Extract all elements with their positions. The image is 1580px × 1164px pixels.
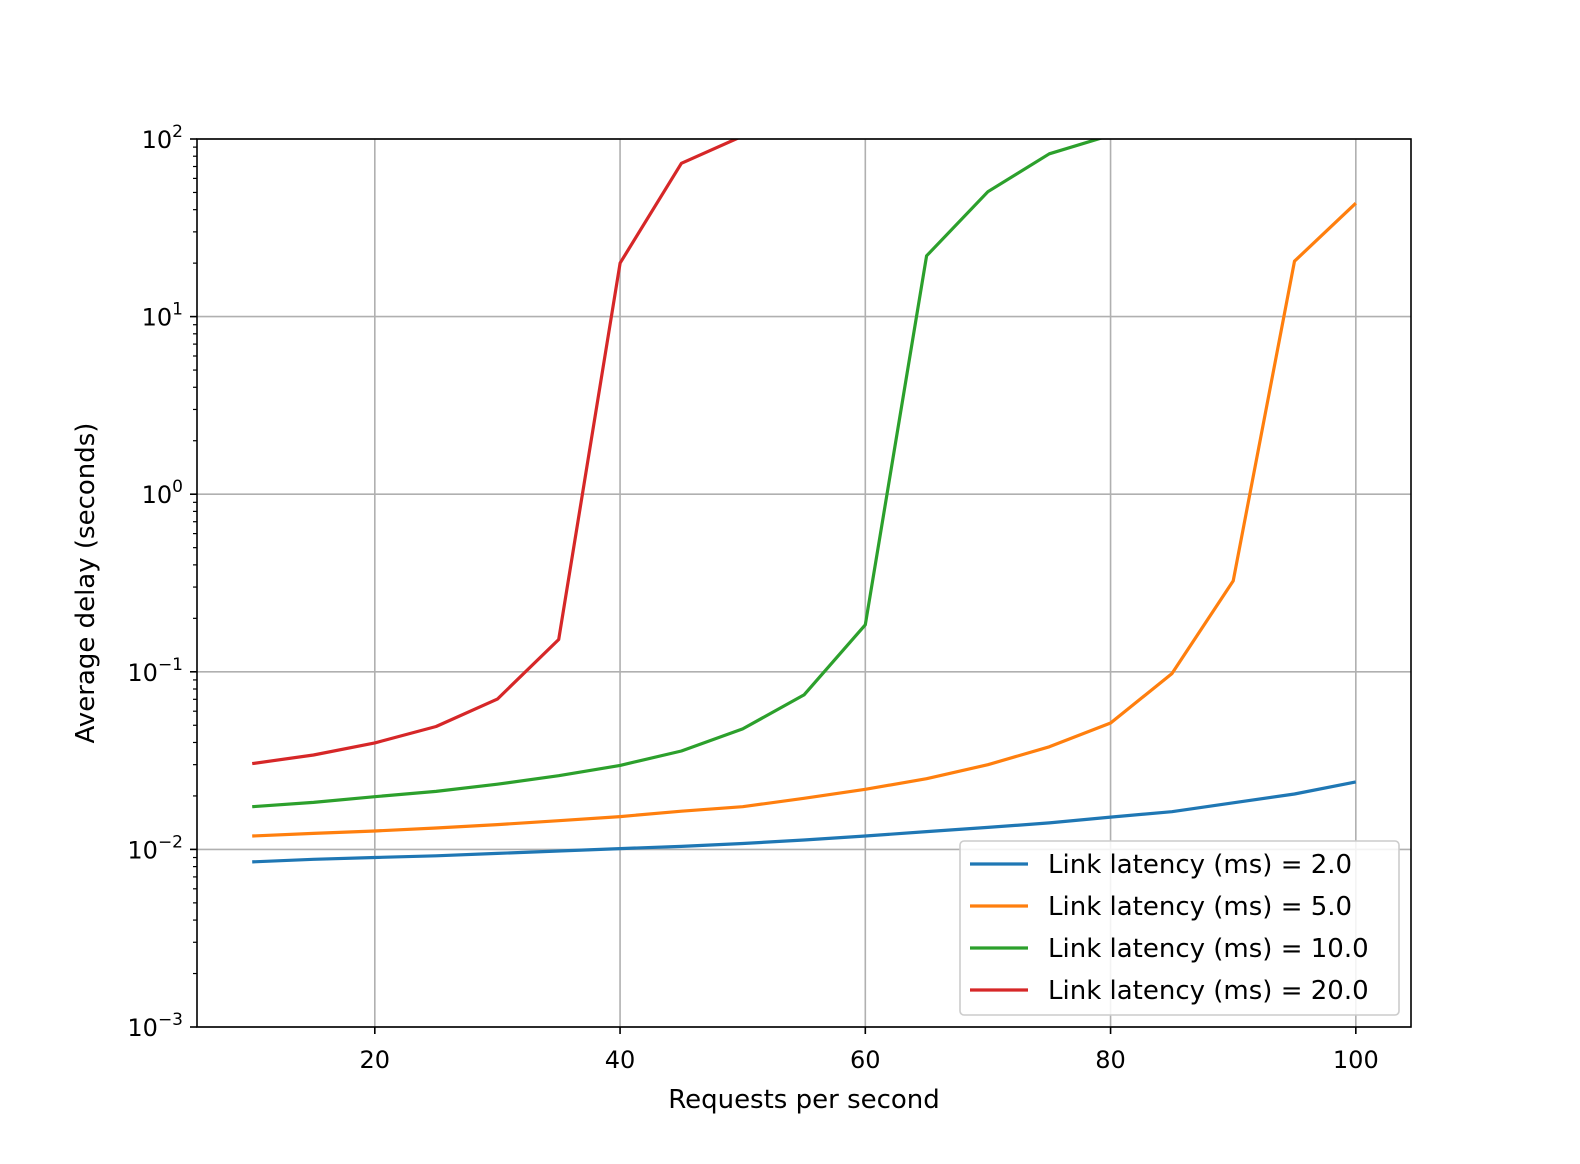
y-tick-base: 10 xyxy=(142,304,173,332)
series-line xyxy=(252,202,1357,838)
y-tick-label: 101 xyxy=(142,300,183,332)
x-tick-label: 20 xyxy=(360,1046,391,1074)
y-tick-label: 10−3 xyxy=(127,1010,183,1042)
x-axis-ticks: 20 40 60 80 100 xyxy=(360,1027,1379,1074)
y-tick-exponent: −3 xyxy=(158,1010,183,1030)
y-tick-label: 10−2 xyxy=(127,832,183,864)
y-tick-base: 10 xyxy=(127,659,158,687)
y-axis-label: Average delay (seconds) xyxy=(71,423,101,744)
legend-label: Link latency (ms) = 2.0 xyxy=(1048,850,1352,880)
y-tick-label: 10−1 xyxy=(127,655,183,687)
x-tick-label: 40 xyxy=(605,1046,636,1074)
y-tick-base: 10 xyxy=(142,126,173,154)
y-tick-base: 10 xyxy=(127,1014,158,1042)
y-tick-label: 100 xyxy=(142,477,183,509)
y-tick-label: 102 xyxy=(142,122,183,154)
series-lines xyxy=(251,139,1357,864)
y-tick-base: 10 xyxy=(142,481,173,509)
x-tick-label: 100 xyxy=(1333,1046,1379,1074)
series-line xyxy=(252,139,1104,809)
y-tick-exponent: 0 xyxy=(172,477,183,497)
y-tick-exponent: −2 xyxy=(158,832,183,852)
series-line xyxy=(251,139,740,766)
legend-label: Link latency (ms) = 10.0 xyxy=(1048,934,1369,964)
x-tick-label: 60 xyxy=(850,1046,881,1074)
legend-box xyxy=(959,840,1400,1016)
y-tick-exponent: 1 xyxy=(172,300,183,320)
legend: Link latency (ms) = 2.0 Link latency (ms)… xyxy=(959,840,1400,1016)
legend-label: Link latency (ms) = 5.0 xyxy=(1048,892,1352,922)
y-tick-exponent: −1 xyxy=(158,655,183,675)
y-tick-exponent: 2 xyxy=(172,122,183,142)
series-line xyxy=(252,780,1357,864)
x-axis-label: Requests per second xyxy=(668,1085,940,1115)
x-tick-label: 80 xyxy=(1095,1046,1126,1074)
legend-label: Link latency (ms) = 20.0 xyxy=(1048,976,1369,1006)
y-tick-base: 10 xyxy=(127,836,158,864)
plot-frame xyxy=(196,138,1412,1028)
